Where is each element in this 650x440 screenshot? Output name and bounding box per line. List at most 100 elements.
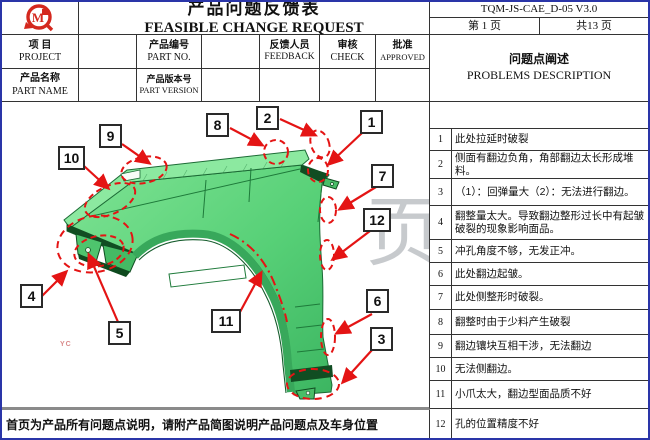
form-title-cn: 产品问题反馈表 — [187, 0, 321, 19]
part-name-label-cn: 产品名称 — [20, 73, 60, 84]
table-row: 2 侧面有翻边负角，角部翻边太长形成堆料。 — [430, 151, 648, 180]
approved-label-en: APPROVED — [380, 51, 425, 62]
row-text: 翻边镶块互相干涉，无法翻边 — [455, 339, 592, 352]
approved-value-cell — [376, 69, 430, 102]
feedback-label-en: FEEDBACK — [264, 52, 315, 63]
feedback-label-cn: 反馈人员 — [269, 39, 310, 51]
table-row: 12 孔的位置精度不好 — [430, 409, 648, 438]
approved-label-cn: 批准 — [392, 40, 413, 52]
row-number: 1 — [430, 129, 452, 150]
row-number: 7 — [430, 286, 452, 310]
logo-cell: M — [2, 2, 79, 35]
row-number: 8 — [430, 310, 452, 335]
table-row: 4 翻整量太大。导致翻边整形过长中有起皱破裂的现象影响面品。 — [430, 206, 648, 241]
problem-ellipses — [56, 129, 340, 400]
row-text: 小爪太大，翻边型面品质不好 — [455, 388, 592, 401]
callout-box-12: 12 — [363, 208, 391, 232]
row-number: 4 — [430, 206, 452, 240]
callout-box-5: 5 — [108, 321, 131, 345]
approved-label-cell: 批准 APPROVED — [376, 35, 430, 69]
doc-number: TQM-JS-CAE_D-05 V3.0 — [480, 3, 598, 16]
doc-number-cell: TQM-JS-CAE_D-05 V3.0 — [430, 2, 648, 18]
callout-box-2: 2 — [256, 106, 279, 130]
part-no-value-cell — [202, 35, 260, 69]
table-row: 6 此处翻边起皱。 — [430, 263, 648, 287]
row-text: 侧面有翻边负角，角部翻边太长形成堆料。 — [455, 152, 634, 177]
yc-stamp: YC — [60, 341, 72, 348]
callout-box-8: 8 — [206, 113, 229, 137]
callout-box-10: 10 — [58, 146, 85, 170]
problems-spacer-cell — [430, 102, 648, 129]
problems-heading-cell: 问题点阐述 PROBLEMS DESCRIPTION — [430, 35, 648, 102]
part-name-value-cell — [79, 69, 137, 102]
table-row: 11 小爪太大，翻边型面品质不好 — [430, 381, 648, 410]
row-number: 12 — [430, 409, 452, 438]
check-label-en: CHECK — [330, 52, 365, 63]
project-value-cell — [79, 35, 137, 69]
callout-box-7: 7 — [371, 164, 394, 188]
row-number: 2 — [430, 151, 452, 179]
svg-text:M: M — [32, 10, 44, 25]
callout-box-4: 4 — [20, 284, 43, 308]
tqm-logo-icon: M — [24, 4, 54, 32]
row-text: 翻整量太大。导致翻边整形过长中有起皱破裂的现象影响面品。 — [455, 210, 644, 235]
check-label-cell: 审核 CHECK — [320, 35, 376, 69]
part-name-label-cell: 产品名称 PART NAME — [2, 69, 79, 102]
table-row: 8 翻整时由于少料产生破裂 — [430, 310, 648, 336]
part-no-label-cn: 产品编号 — [149, 39, 189, 51]
row-text: 此处拉延时破裂 — [455, 133, 529, 146]
project-label-cn: 项 目 — [28, 39, 52, 51]
row-number: 3 — [430, 179, 452, 206]
problems-heading-cn: 问题点阐述 — [508, 52, 569, 67]
page-current: 第 1 页 — [468, 19, 501, 32]
row-text: 孔的位置精度不好 — [455, 417, 539, 430]
callout-box-6: 6 — [366, 289, 389, 313]
row-number: 6 — [430, 263, 452, 286]
callout-box-9: 9 — [99, 124, 122, 148]
part-no-label-cell: 产品编号 PART NO. — [137, 35, 202, 69]
part-no-label-en: PART NO. — [147, 52, 191, 63]
part-version-label-cell: 产品版本号 PART VERSION — [137, 69, 202, 102]
problems-heading-en: PROBLEMS DESCRIPTION — [466, 68, 612, 82]
row-text: 翻整时由于少料产生破裂 — [455, 315, 571, 328]
table-row: 5 冲孔角度不够，无发正冲。 — [430, 240, 648, 264]
fender-drawing-area: 页 — [2, 102, 430, 410]
row-number: 11 — [430, 381, 452, 409]
page-total: 共13 页 — [576, 19, 612, 32]
row-text: 此处侧整形时破裂。 — [455, 291, 550, 304]
part-name-label-en: PART NAME — [12, 85, 68, 97]
check-label-cn: 审核 — [337, 39, 358, 51]
fender-cad-illustration — [41, 117, 377, 400]
page-total-cell: 共13 页 — [540, 18, 648, 35]
callout-arrows — [41, 117, 377, 385]
form-title: 产品问题反馈表 FEASIBLE CHANGE REQUEST — [79, 0, 430, 36]
table-row: 7 此处侧整形时破裂。 — [430, 286, 648, 311]
feedback-value-cell — [260, 69, 320, 102]
table-row: 3 （1）：回弹量大（2）：无法进行翻边。 — [430, 179, 648, 207]
arch-dashdot-line — [229, 233, 288, 323]
callout-box-3: 3 — [370, 327, 393, 351]
check-value-cell — [320, 69, 376, 102]
table-row: 1 此处拉延时破裂 — [430, 129, 648, 151]
row-number: 10 — [430, 358, 452, 381]
page-current-cell: 第 1 页 — [430, 18, 540, 35]
row-text: 无法侧翻边。 — [455, 362, 518, 375]
row-number: 9 — [430, 335, 452, 358]
row-text: （1）：回弹量大（2）：无法进行翻边。 — [455, 185, 635, 198]
row-number: 5 — [430, 240, 452, 263]
part-version-label-en: PART VERSION — [139, 84, 199, 95]
footer-note-cell: 首页为产品所有问题点说明，请附产品简图说明产品问题点及车身位置 — [2, 410, 430, 438]
project-label-en: PROJECT — [18, 52, 62, 63]
problems-table: 1 此处拉延时破裂 2 侧面有翻边负角，角部翻边太长形成堆料。 3 （1）：回弹量大（… — [430, 129, 648, 438]
form-title-en: FEASIBLE CHANGE REQUEST — [144, 19, 364, 36]
part-version-value-cell — [202, 69, 260, 102]
callout-box-11: 11 — [211, 309, 241, 333]
table-row: 10 无法侧翻边。 — [430, 358, 648, 382]
footer-note: 首页为产品所有问题点说明，请附产品简图说明产品问题点及车身位置 — [6, 417, 379, 432]
row-text: 此处翻边起皱。 — [455, 267, 529, 280]
part-version-label-cn: 产品版本号 — [146, 74, 192, 85]
feedback-label-cell: 反馈人员 FEEDBACK — [260, 35, 320, 69]
row-text: 冲孔角度不够，无发正冲。 — [455, 244, 581, 257]
callout-box-1: 1 — [360, 110, 383, 134]
